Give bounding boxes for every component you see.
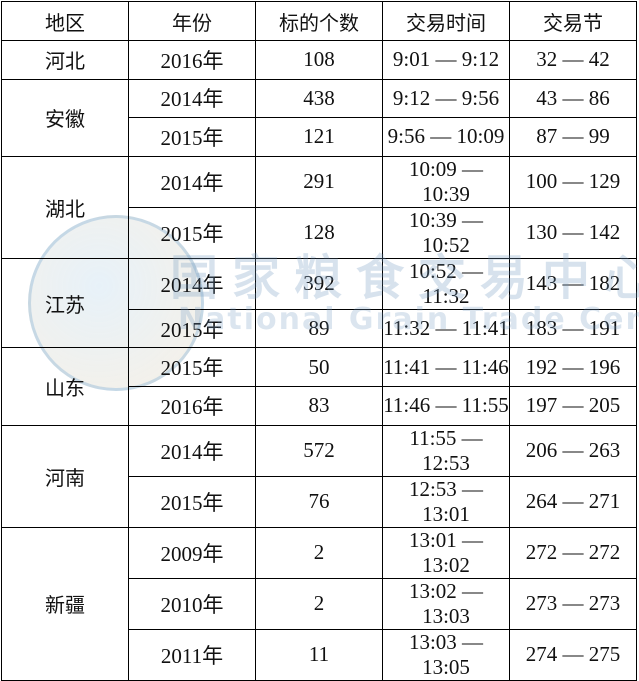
session-cell: 43 — 86 <box>509 78 637 119</box>
year-cell: 2015年 <box>128 117 256 157</box>
table-row: 山东 2015年 50 11:41 — 11:46 192 — 196 <box>1 347 637 426</box>
year-cell: 2014年 <box>128 78 256 119</box>
table-row: 新疆 2009年 2 13:01 — 13:02 272 — 272 <box>1 526 637 681</box>
table-row: 湖北 2014年 291 10:09 — 10:39 100 — 129 <box>1 155 637 259</box>
year-cell: 2015年 <box>128 308 256 349</box>
count-cell: 76 <box>255 475 383 528</box>
year-cell: 2011年 <box>128 628 256 681</box>
table-row: 2015年 76 12:53 — 13:01 264 — 271 <box>2 475 637 528</box>
year-cell: 2014年 <box>128 257 256 310</box>
session-cell: 206 — 263 <box>509 424 637 477</box>
region-cell: 新疆 <box>1 526 129 681</box>
year-cell: 2016年 <box>128 40 256 80</box>
table-row: 河北 2016年 108 9:01 — 9:12 32 — 42 <box>1 40 637 80</box>
time-cell: 13:01 — 13:02 <box>382 526 510 579</box>
header-session: 交易节 <box>509 1 637 41</box>
session-cell: 264 — 271 <box>509 475 637 528</box>
table-row: 安徽 2014年 438 9:12 — 9:56 43 — 86 <box>1 78 637 157</box>
count-cell: 121 <box>255 117 383 157</box>
session-cell: 192 — 196 <box>509 347 637 387</box>
count-cell: 2 <box>255 577 383 630</box>
header-region: 地区 <box>1 1 129 41</box>
year-cell: 2014年 <box>128 155 256 208</box>
region-cell: 河北 <box>1 40 129 80</box>
count-cell: 89 <box>255 308 383 349</box>
count-cell: 11 <box>255 628 383 681</box>
region-cell: 河南 <box>1 424 129 528</box>
year-cell: 2010年 <box>128 577 256 630</box>
table-row: 江苏 2014年 392 10:52 — 11:32 143 — 182 <box>1 257 637 349</box>
time-cell: 9:56 — 10:09 <box>382 117 510 157</box>
header-count: 标的个数 <box>255 1 383 41</box>
session-cell: 274 — 275 <box>509 628 637 681</box>
region-cell: 安徽 <box>1 78 129 157</box>
count-cell: 572 <box>255 424 383 477</box>
table-row: 河南 2014年 572 11:55 — 12:53 206 — 263 <box>1 424 637 528</box>
year-cell: 2015年 <box>128 475 256 528</box>
time-cell: 11:41 — 11:46 <box>382 347 510 387</box>
time-cell: 13:03 — 13:05 <box>382 628 510 681</box>
count-cell: 438 <box>255 78 383 119</box>
count-cell: 83 <box>255 385 383 426</box>
time-cell: 11:46 — 11:55 <box>382 385 510 426</box>
count-cell: 291 <box>255 155 383 208</box>
year-cell: 2016年 <box>128 385 256 426</box>
count-cell: 108 <box>255 40 383 80</box>
time-cell: 12:53 — 13:01 <box>382 475 510 528</box>
time-cell: 11:55 — 12:53 <box>382 424 510 477</box>
time-cell: 10:52 — 11:32 <box>382 257 510 310</box>
session-cell: 273 — 273 <box>509 577 637 630</box>
count-cell: 128 <box>255 206 383 259</box>
time-cell: 9:12 — 9:56 <box>382 78 510 119</box>
time-cell: 10:09 — 10:39 <box>382 155 510 208</box>
session-cell: 197 — 205 <box>509 385 637 426</box>
count-cell: 50 <box>255 347 383 387</box>
table-row: 2015年 89 11:32 — 11:41 183 — 191 <box>2 308 637 349</box>
header-time: 交易时间 <box>382 1 510 41</box>
time-cell: 9:01 — 9:12 <box>382 40 510 80</box>
session-cell: 100 — 129 <box>509 155 637 208</box>
year-cell: 2014年 <box>128 424 256 477</box>
region-cell: 江苏 <box>1 257 129 349</box>
table-row: 2015年 128 10:39 — 10:52 130 — 142 <box>2 206 637 259</box>
session-cell: 87 — 99 <box>509 117 637 157</box>
region-cell: 湖北 <box>1 155 129 259</box>
year-cell: 2015年 <box>128 347 256 387</box>
region-cell: 山东 <box>1 347 129 426</box>
time-cell: 10:39 — 10:52 <box>382 206 510 259</box>
header-year: 年份 <box>128 1 256 41</box>
session-cell: 130 — 142 <box>509 206 637 259</box>
year-cell: 2015年 <box>128 206 256 259</box>
time-cell: 13:02 — 13:03 <box>382 577 510 630</box>
time-cell: 11:32 — 11:41 <box>382 308 510 349</box>
session-cell: 272 — 272 <box>509 526 637 579</box>
session-cell: 143 — 182 <box>509 257 637 310</box>
count-cell: 2 <box>255 526 383 579</box>
session-cell: 32 — 42 <box>509 40 637 80</box>
year-cell: 2009年 <box>128 526 256 579</box>
count-cell: 392 <box>255 257 383 310</box>
session-cell: 183 — 191 <box>509 308 637 349</box>
header-row: 地区 年份 标的个数 交易时间 交易节 <box>1 1 637 41</box>
